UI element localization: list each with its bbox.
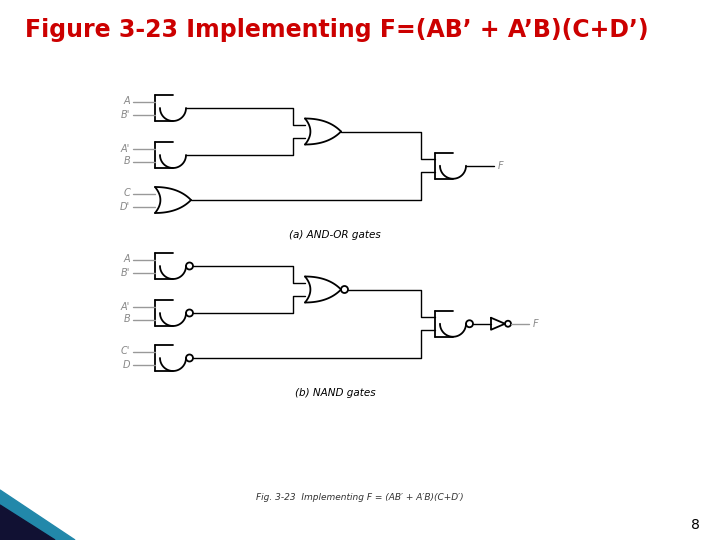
Text: A: A [123, 97, 130, 106]
Text: A': A' [121, 144, 130, 153]
Text: Fig. 3-23  Implementing F = (AB′ + A′B)(C+D′): Fig. 3-23 Implementing F = (AB′ + A′B)(C… [256, 494, 464, 503]
Text: B': B' [121, 267, 130, 278]
Text: F: F [498, 161, 503, 171]
Text: F: F [533, 319, 539, 329]
Text: A: A [123, 254, 130, 265]
Text: Figure 3-23 Implementing F=(AB’ + A’B)(C+D’): Figure 3-23 Implementing F=(AB’ + A’B)(C… [25, 18, 649, 42]
Text: 8: 8 [690, 518, 699, 532]
Text: C: C [123, 188, 130, 199]
Text: B: B [123, 314, 130, 325]
Text: C': C' [121, 347, 130, 356]
Polygon shape [0, 490, 75, 540]
Text: (a) AND-OR gates: (a) AND-OR gates [289, 230, 381, 240]
Polygon shape [0, 505, 55, 540]
Text: B': B' [121, 110, 130, 119]
Text: D': D' [120, 201, 130, 212]
Text: (b) NAND gates: (b) NAND gates [294, 388, 375, 398]
Text: A': A' [121, 301, 130, 312]
Text: D: D [122, 360, 130, 369]
Text: B: B [123, 157, 130, 166]
